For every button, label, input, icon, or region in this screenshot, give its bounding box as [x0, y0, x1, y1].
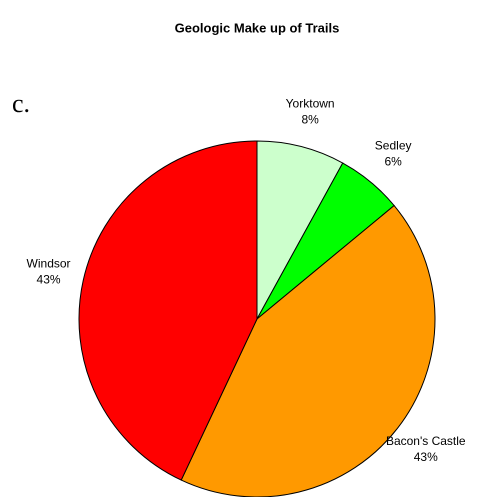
- slice-label: Windsor: [27, 257, 71, 271]
- slice-value-label: 8%: [301, 112, 319, 126]
- slice-label: Yorktown: [286, 96, 335, 110]
- pie-slice: [256, 140, 344, 320]
- slice-value-label: 43%: [414, 450, 438, 464]
- pie-slice: [78, 140, 258, 481]
- slice-value-label: 6%: [384, 155, 402, 169]
- chart-title: Geologic Make up of Trails: [175, 20, 340, 35]
- slice-label: Sedley: [375, 139, 412, 153]
- slice-value-label: 43%: [37, 273, 61, 287]
- slice-label: Bacon's Castle: [386, 434, 466, 448]
- annotation: c.: [12, 89, 30, 118]
